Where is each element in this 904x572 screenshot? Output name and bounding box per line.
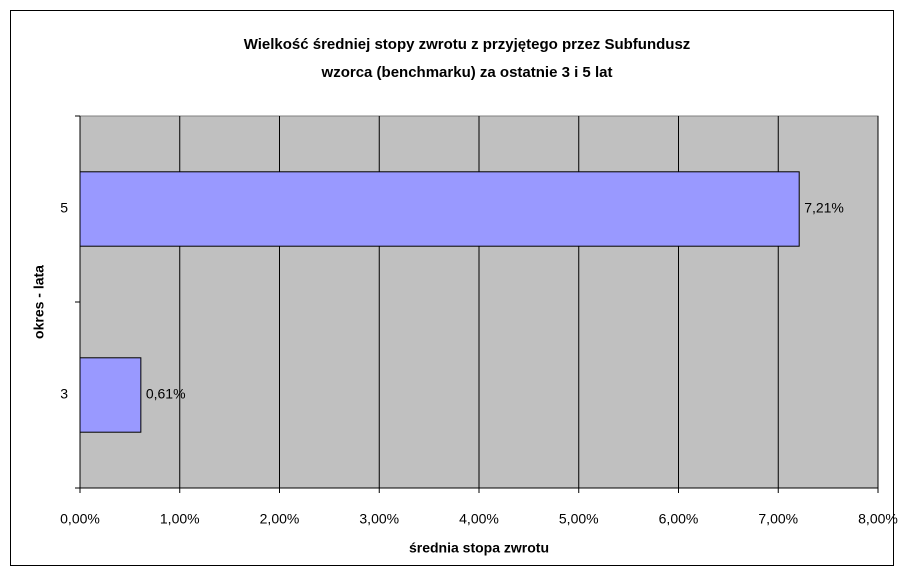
x-tick-label: 2,00% — [260, 511, 300, 527]
chart-title: Wielkość średniej stopy zwrotu z przyjęt… — [244, 36, 691, 53]
y-tick-label: 5 — [60, 200, 68, 216]
y-tick-label: 3 — [60, 386, 68, 402]
x-tick-label: 7,00% — [758, 511, 798, 527]
x-tick-label: 8,00% — [858, 511, 898, 527]
x-axis-label: średnia stopa zwrotu — [409, 540, 549, 556]
x-tick-label: 3,00% — [359, 511, 399, 527]
y-axis-label: okres - lata — [31, 265, 47, 339]
bar — [79, 357, 142, 433]
x-tick-label: 4,00% — [459, 511, 499, 527]
x-tick-label: 0,00% — [60, 511, 100, 527]
value-label: 7,21% — [804, 200, 844, 216]
value-label: 0,61% — [146, 386, 186, 402]
x-tick-label: 5,00% — [559, 511, 599, 527]
chart-title: wzorca (benchmarku) za ostatnie 3 i 5 la… — [321, 64, 613, 81]
x-tick-label: 6,00% — [659, 511, 699, 527]
bar — [79, 171, 800, 247]
x-tick-label: 1,00% — [160, 511, 200, 527]
